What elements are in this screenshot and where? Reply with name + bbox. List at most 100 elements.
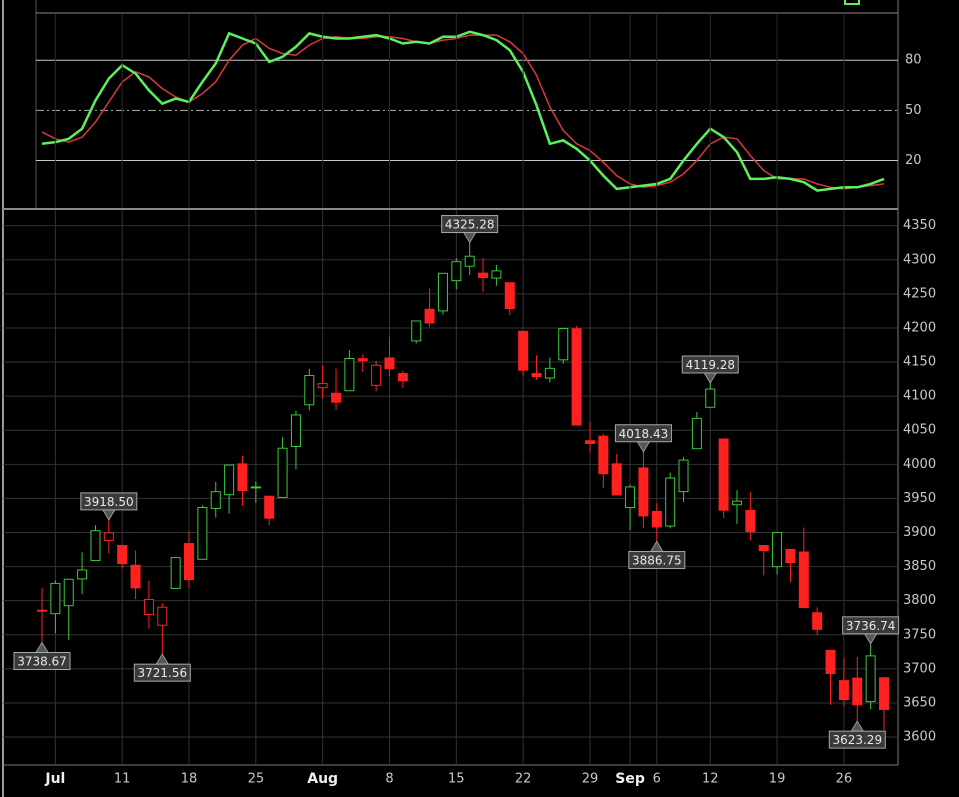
candle-body — [90, 530, 101, 562]
y-tick-label: 4000 — [903, 457, 936, 472]
candle-body — [170, 557, 181, 589]
callout-box — [614, 424, 672, 443]
candle-body — [518, 330, 529, 371]
candle-body — [250, 486, 261, 489]
candle-body — [451, 261, 462, 282]
x-tick-label: 25 — [248, 772, 265, 787]
x-tick-label: 6 — [653, 772, 661, 787]
y-tick-label: 4150 — [903, 355, 936, 370]
candle-body — [598, 435, 609, 475]
callout-box — [13, 651, 71, 670]
candle-body — [357, 358, 368, 362]
candle-body — [411, 320, 422, 342]
candle-body — [290, 414, 301, 448]
candle-body — [491, 270, 502, 279]
candle-body — [838, 680, 849, 701]
x-tick-label: Sep — [615, 771, 645, 787]
candle-body — [371, 364, 382, 386]
candle-body — [277, 447, 288, 498]
callout-box — [628, 551, 686, 570]
candle-body — [143, 598, 154, 616]
y-tick-label: 3950 — [903, 491, 936, 506]
candle-body — [464, 255, 475, 267]
candle-body — [197, 506, 208, 560]
candle-body — [317, 382, 328, 389]
x-tick-label: 19 — [769, 772, 786, 787]
candle-body — [50, 582, 61, 615]
candle-body — [63, 578, 74, 607]
candle-body — [571, 328, 582, 426]
y-tick-label: 3600 — [903, 730, 936, 745]
callout-box — [133, 663, 191, 682]
y-tick-label: 4300 — [903, 252, 936, 267]
candle-body — [384, 357, 395, 370]
y-tick-label: 4050 — [903, 423, 936, 438]
callout-label: 4325.28 — [445, 218, 495, 232]
candle-body — [772, 532, 783, 568]
x-tick-label: 8 — [385, 772, 393, 787]
candle-body — [37, 609, 47, 612]
x-tick-label: 18 — [181, 772, 198, 787]
callout-label: 4018.43 — [619, 427, 669, 441]
candle-body — [678, 459, 689, 493]
callout-label: 3736.74 — [846, 619, 896, 633]
callout-label: 4119.28 — [685, 358, 735, 372]
y-tick-label: 3650 — [903, 695, 936, 710]
candle-body — [103, 532, 114, 542]
candle-body — [237, 463, 248, 491]
y-tick-label: 3800 — [903, 593, 936, 608]
x-tick-label: 12 — [702, 772, 719, 787]
x-tick-label: 11 — [114, 772, 131, 787]
y-tick-label: 3750 — [903, 627, 936, 642]
y-tick-label: 3900 — [903, 525, 936, 540]
candle-body — [852, 677, 863, 706]
candle-body — [437, 272, 448, 312]
legend-icon — [844, 0, 860, 5]
candle-body — [344, 358, 355, 392]
candle-body — [785, 548, 796, 564]
candle-body — [304, 374, 315, 406]
y-tick-label: 4350 — [903, 218, 936, 233]
x-tick-label: 26 — [836, 772, 853, 787]
y-tick-label: 3700 — [903, 661, 936, 676]
candle-body — [184, 543, 195, 581]
candle-body — [638, 467, 649, 517]
callout-box — [80, 492, 138, 511]
candle-body — [424, 308, 435, 324]
callout-box — [681, 355, 739, 374]
candle-body — [651, 510, 662, 528]
y-tick-label: 3850 — [903, 559, 936, 574]
callout-label: 3738.67 — [17, 654, 67, 668]
candle-body — [665, 477, 676, 527]
candle-body — [77, 569, 88, 580]
y-tick-label: 4200 — [903, 320, 936, 335]
x-tick-label: 29 — [582, 772, 599, 787]
candle-body — [210, 491, 221, 509]
candle-body — [865, 655, 876, 703]
candle-body — [625, 486, 636, 508]
y-tick-label: 20 — [905, 153, 922, 168]
candle-body — [584, 440, 595, 444]
candle-body — [397, 373, 408, 382]
y-tick-label: 80 — [905, 53, 922, 68]
x-tick-label: 22 — [515, 772, 532, 787]
candle-body — [331, 392, 342, 403]
callout-label: 3918.50 — [84, 495, 134, 509]
candle-body — [718, 438, 729, 511]
y-tick-label: 50 — [905, 103, 922, 118]
candle-body — [745, 509, 756, 533]
x-tick-label: Aug — [307, 771, 338, 787]
candle-body — [731, 500, 742, 506]
candle-body — [264, 495, 275, 519]
callout-label: 3623.29 — [832, 733, 882, 747]
candle-body — [558, 328, 569, 361]
callout-label: 3721.56 — [137, 666, 187, 680]
candle-body — [812, 612, 823, 630]
candle-body — [705, 388, 716, 408]
candle-body — [691, 417, 702, 450]
x-tick-label: Jul — [44, 771, 65, 787]
callout-box — [842, 616, 900, 635]
series-line — [41, 30, 885, 192]
x-tick-label: 15 — [448, 772, 465, 787]
